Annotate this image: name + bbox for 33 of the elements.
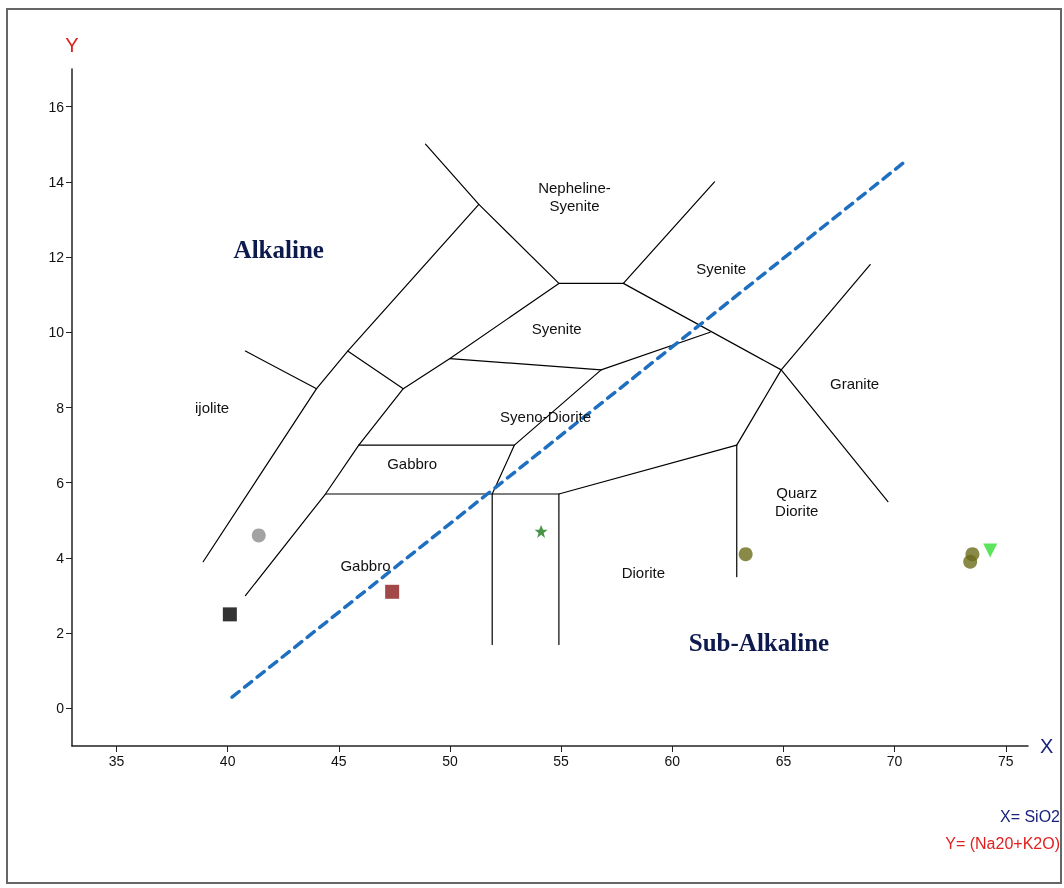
y-tick-label: 10 [48,324,65,341]
annotation: Nepheline- Syenite [538,179,611,215]
x-tick-label: 35 [108,753,125,769]
annotation: ijolite [194,399,230,416]
x-tick-label: 50 [442,753,458,769]
y-tick-label: 4 [56,549,65,566]
y-tick-label: 14 [48,173,65,190]
x-tick-label: 45 [331,753,347,769]
x-tick-label: 70 [886,753,903,769]
x-tick-label: 75 [997,753,1014,769]
annotation: Syenite [696,259,747,277]
x-tick-label: 60 [664,753,681,769]
y-tick-label: 8 [56,399,65,416]
text: Y= (Na20+K2O) [945,834,1061,852]
annotation: Gabbro [340,556,391,574]
x-tick-label: 40 [219,753,236,769]
annotation: Alkaline [233,236,324,264]
x-tick-label: 65 [775,753,792,769]
annotation: Sub-Alkaline [688,629,830,657]
y-axis-title: Y [65,34,79,56]
y-tick-label: 2 [56,625,65,642]
text: X= SiO2 [999,807,1061,825]
x-axis-title: X [1040,735,1054,757]
annotation: Diorite [621,564,666,582]
annotation: Syenite [531,320,582,338]
annotation: Granite [829,374,880,392]
y-tick-label: 6 [56,474,65,491]
annotation: Quarz Diorite [775,484,819,520]
x-tick-label: 55 [553,753,570,769]
y-tick-label: 12 [48,249,65,266]
y-tick-label: 16 [48,98,65,115]
y-tick-label: 0 [56,700,65,717]
annotation: Gabbro [387,455,438,473]
